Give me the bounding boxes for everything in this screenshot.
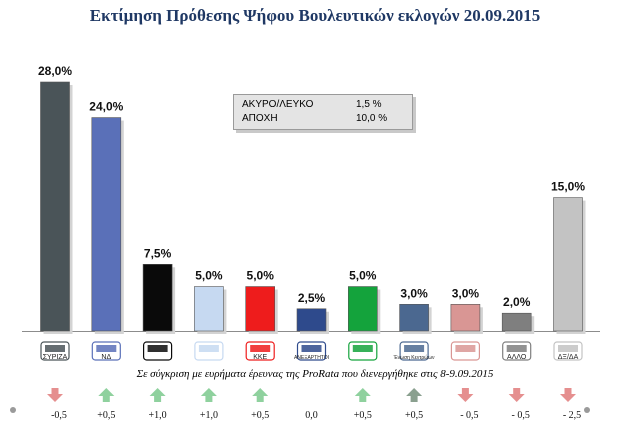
data-label: 5,0%: [247, 269, 275, 283]
bar: [450, 304, 481, 332]
party-logo-mark: [45, 345, 65, 352]
bar: [553, 197, 583, 332]
data-label: 5,0%: [349, 269, 377, 283]
info-value: 10,0 %: [356, 113, 388, 124]
info-value: 1,5 %: [356, 99, 382, 110]
bar: [399, 304, 429, 332]
change-label: +1,0: [200, 410, 218, 421]
chart-title: Εκτίμηση Πρόθεσης Ψήφου Βουλευτικών εκλο…: [89, 6, 541, 25]
arrow-up-icon: [200, 388, 217, 402]
info-box: ΑΚΥΡΟ/ΛΕΥΚΟ 1,5 % ΑΠΟΧΗ 10,0 %: [233, 94, 413, 130]
party-logo-mark: [301, 345, 322, 352]
data-label: 15,0%: [551, 180, 585, 194]
change-label: - 0,5: [460, 410, 478, 421]
arrow-down-icon: [508, 388, 525, 402]
arrow-up-icon: [98, 388, 115, 402]
change-label: +0,5: [354, 410, 372, 421]
data-label: 2,5%: [298, 291, 326, 305]
data-label: 2,0%: [503, 295, 531, 309]
info-label: ΑΚΥΡΟ/ΛΕΥΚΟ: [242, 99, 314, 110]
comparison-note: Σε σύγκριση με ευρήματα έρευνας της ProR…: [136, 368, 494, 380]
bar: [142, 264, 173, 332]
change-label: - 0,5: [512, 410, 530, 421]
party-logo-mark: [352, 345, 373, 352]
arrow-up-icon: [354, 388, 371, 402]
party-logo-mark: [404, 345, 425, 352]
change-label: +0,5: [405, 410, 423, 421]
change-label: +0,5: [97, 410, 115, 421]
category-label: ΝΔ: [101, 354, 111, 361]
category-label: ΔΞ/ΔΑ: [558, 354, 579, 361]
bar: [296, 308, 327, 332]
category-label: ΑΛΛΟ: [507, 354, 527, 361]
arrow-up-icon: [406, 388, 423, 402]
data-label: 28,0%: [38, 64, 72, 78]
party-logo-mark: [147, 345, 168, 352]
category-label: ΣΥΡΙΖΑ: [43, 354, 68, 361]
change-label: 0,0: [305, 410, 318, 421]
info-label: ΑΠΟΧΗ: [242, 113, 278, 124]
data-label: 24,0%: [89, 100, 123, 114]
bar: [245, 286, 275, 332]
category-label: ΚΚΕ: [253, 354, 267, 361]
category-label: Ένωση Κεντρώων: [393, 354, 435, 361]
data-label: 3,0%: [452, 286, 480, 300]
bar: [347, 286, 378, 332]
bar: [91, 117, 122, 332]
party-logo-mark: [455, 345, 476, 352]
party-logo-mark: [96, 345, 117, 352]
party-logo-mark: [506, 345, 527, 352]
arrow-up-icon: [252, 388, 269, 402]
arrow-up-icon: [149, 388, 166, 402]
bar: [194, 286, 224, 332]
change-label: -0,5: [51, 410, 67, 421]
change-label: - 2,5: [563, 410, 581, 421]
bar: [40, 81, 70, 332]
bullet-dot-left: [10, 407, 16, 413]
arrow-down-icon: [560, 388, 576, 402]
data-label: 3,0%: [400, 286, 428, 300]
party-logo-mark: [198, 345, 219, 352]
bullet-dot-right: [584, 407, 590, 413]
arrow-down-icon: [47, 388, 63, 402]
data-label: 7,5%: [144, 246, 172, 260]
bar: [501, 312, 532, 332]
change-label: +1,0: [149, 410, 167, 421]
arrow-down-icon: [457, 388, 474, 402]
category-label: ΑΝΕΞΑΡΤΗΤΟΙ: [294, 355, 329, 361]
data-label: 5,0%: [195, 269, 223, 283]
change-label: +0,5: [251, 410, 269, 421]
party-logo-mark: [250, 345, 271, 352]
party-logo-mark: [558, 345, 578, 352]
